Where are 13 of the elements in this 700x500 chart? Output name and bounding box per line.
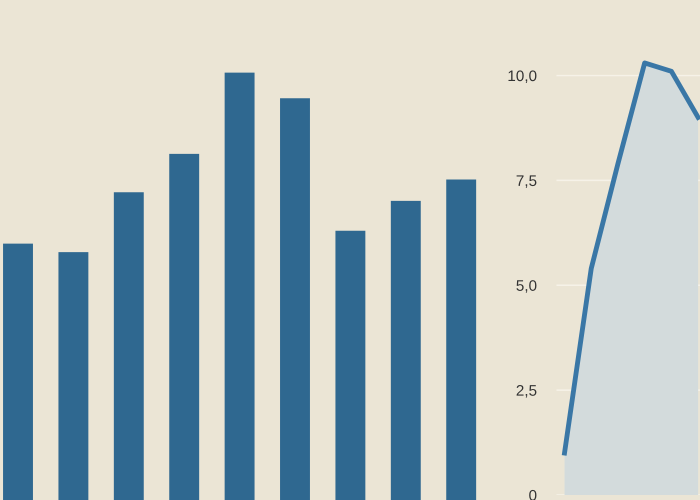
y-tick-label: 7,5 <box>516 175 536 188</box>
bar <box>3 244 33 500</box>
bar <box>446 179 476 500</box>
bar <box>390 200 421 500</box>
bar <box>169 154 200 500</box>
y-tick-label: 2,5 <box>516 384 536 398</box>
bar <box>114 192 144 500</box>
y-tick-label: 10,0 <box>508 70 536 83</box>
bar <box>58 252 88 500</box>
bar <box>280 98 310 500</box>
bar <box>224 72 255 500</box>
bar <box>335 230 366 500</box>
y-tick-label: 5,0 <box>516 280 536 293</box>
